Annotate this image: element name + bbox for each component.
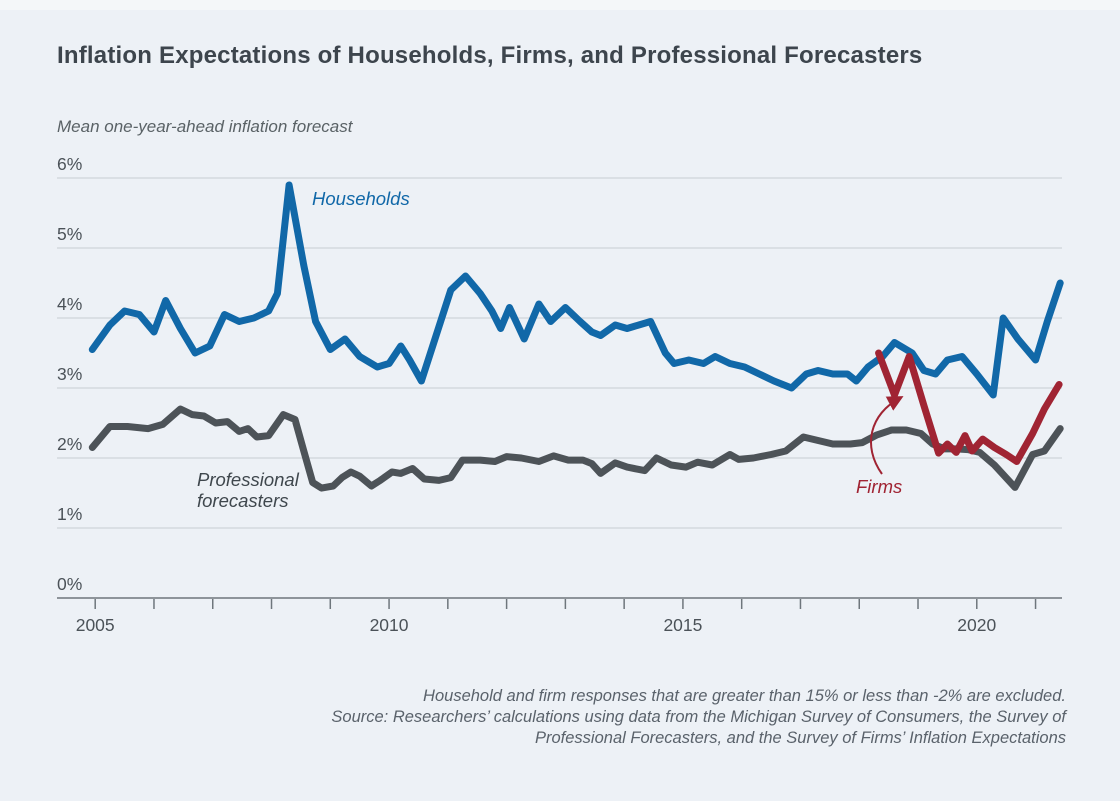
households-series-label: Households	[312, 188, 410, 209]
chart-subtitle: Mean one-year-ahead inflation forecast	[57, 117, 353, 136]
professional-label-line1: Professional	[197, 469, 299, 490]
footnote-line-2: Source: Researchers’ calculations using …	[331, 708, 1066, 726]
firms-annotation-arrow	[870, 396, 904, 475]
y-tick-label-3pct: 3%	[57, 364, 82, 384]
x-tick-label-2020: 2020	[957, 615, 996, 635]
source-footnote: Household and firm responses that are gr…	[206, 686, 1066, 749]
y-tick-label-4pct: 4%	[57, 294, 82, 314]
footnote-line-3: Professional Forecasters, and the Survey…	[535, 729, 1066, 747]
series-line-households	[88, 181, 1064, 399]
y-tick-label-1pct: 1%	[57, 504, 82, 524]
series-line-firms	[875, 349, 1063, 465]
x-tick-label-2015: 2015	[663, 615, 702, 635]
y-tick-label-6pct: 6%	[57, 154, 82, 174]
y-tick-label-5pct: 5%	[57, 224, 82, 244]
x-tick-label-2010: 2010	[370, 615, 409, 635]
x-tick-label-2005: 2005	[76, 615, 115, 635]
professional-label-line2: forecasters	[197, 490, 289, 511]
page-top-strip	[0, 0, 1120, 10]
footnote-line-1: Household and firm responses that are gr…	[423, 687, 1066, 705]
y-tick-label-2pct: 2%	[57, 434, 82, 454]
firms-series-label-text: Firms	[856, 476, 903, 497]
households-series-label-text: Households	[312, 188, 410, 209]
firms-series-label: Firms	[856, 476, 902, 497]
professional-forecasters-series-label: Professional forecasters	[197, 469, 299, 511]
series-line-professional-forecasters	[88, 405, 1064, 492]
chart-title: Inflation Expectations of Households, Fi…	[57, 42, 923, 69]
y-tick-label-0pct: 0%	[57, 574, 82, 594]
